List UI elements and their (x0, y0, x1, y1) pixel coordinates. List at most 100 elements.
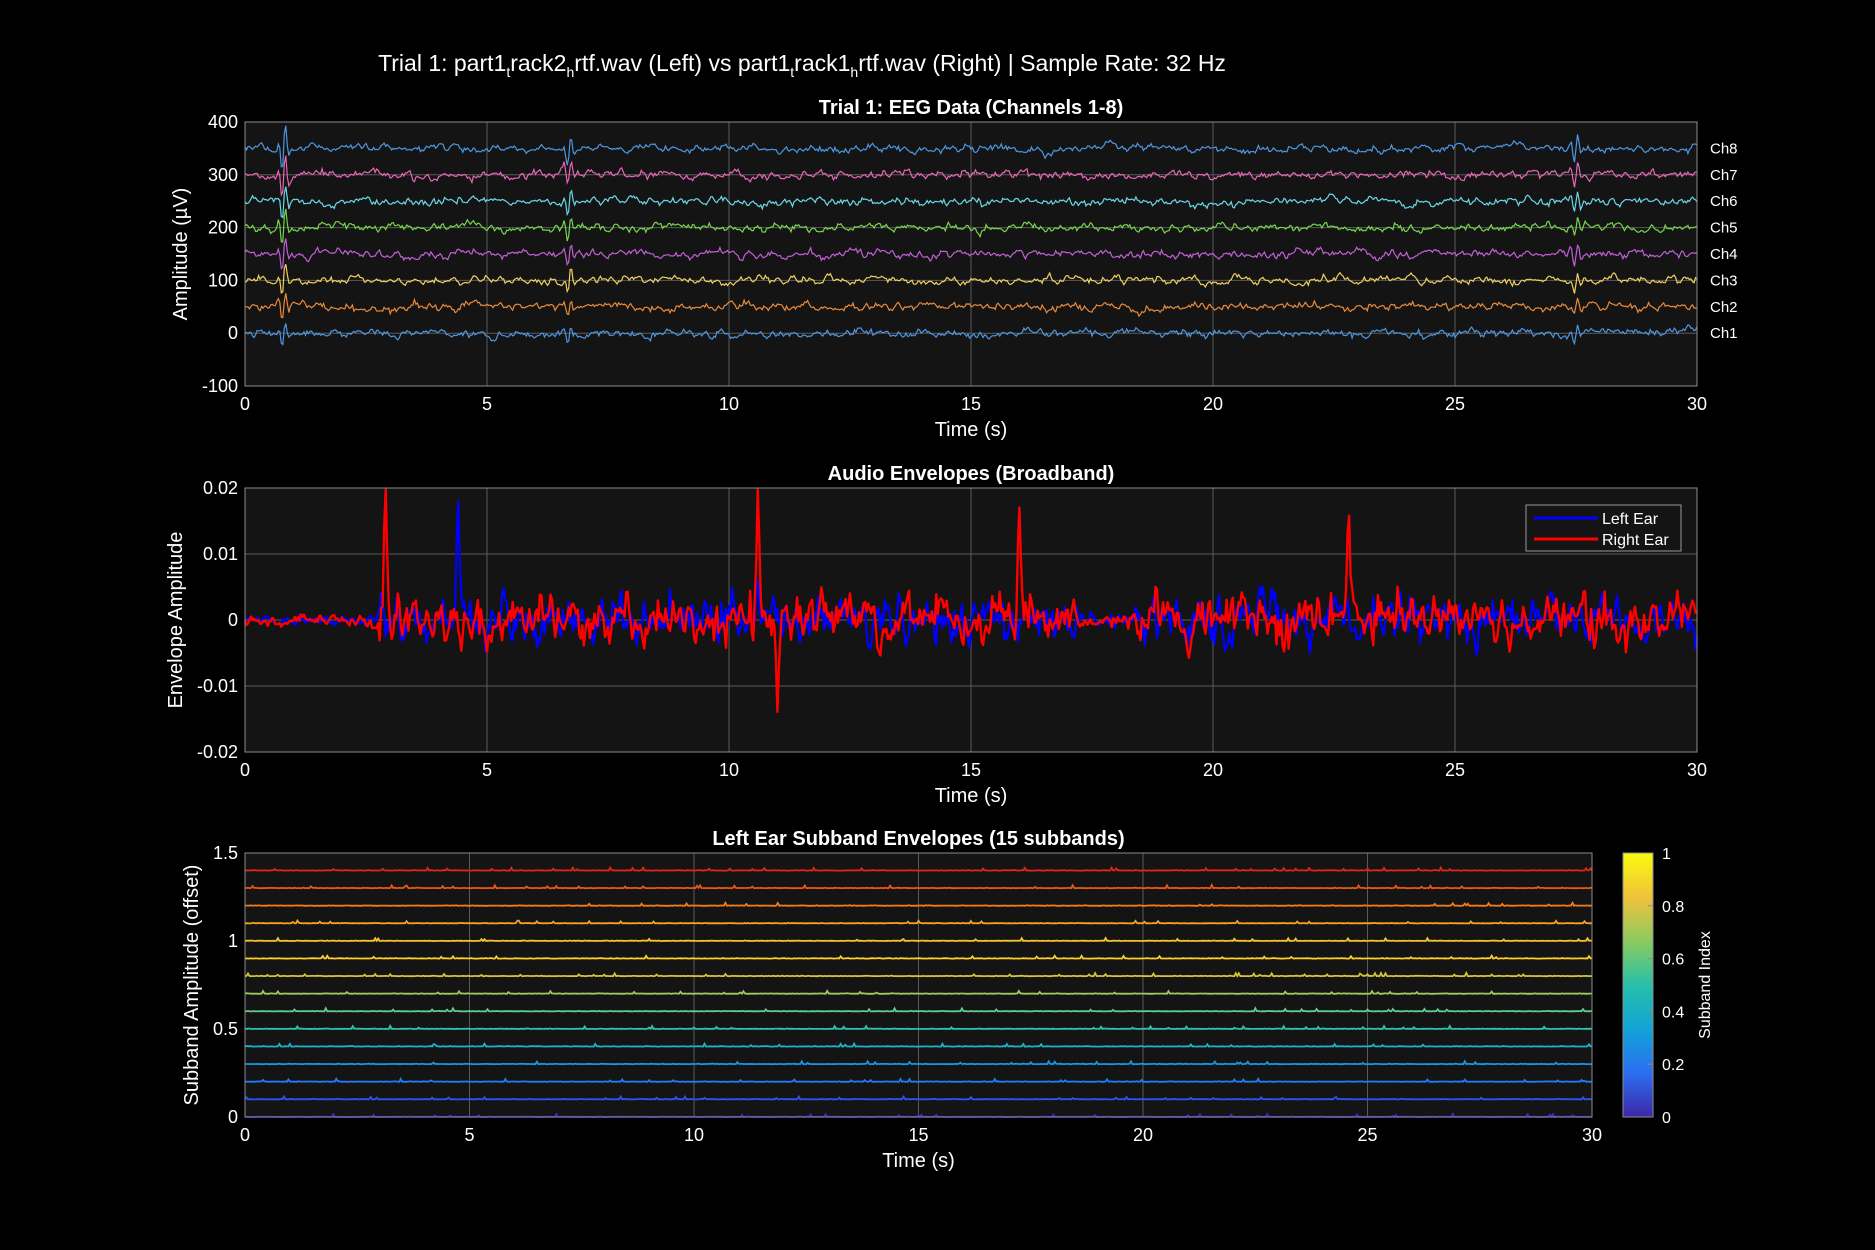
subband-series (244, 865, 1593, 1119)
legend-label-left-ear: Left Ear (1602, 511, 1659, 528)
audio-tick-labels: 0 5 10 15 20 25 30 -0.02 -0.01 0 0.01 0.02 (197, 478, 1707, 780)
y-tick-label: 0 (228, 610, 238, 630)
audio-title: Audio Envelopes (Broadband) (828, 463, 1115, 485)
x-tick-label: 5 (482, 760, 492, 780)
x-tick-label: 10 (719, 394, 739, 414)
audio-xlabel: Time (s) (935, 785, 1008, 807)
y-tick-label: 0.01 (203, 544, 238, 564)
subband-trace-10 (244, 954, 1593, 960)
y-tick-label: -0.01 (197, 676, 238, 696)
x-tick-label: 30 (1687, 394, 1707, 414)
x-tick-label: 30 (1582, 1125, 1602, 1145)
colorbar-tick-label: 0.6 (1662, 952, 1684, 969)
colorbar-tick-label: 0.4 (1662, 1004, 1684, 1021)
colorbar-tick-labels: 0 0.2 0.4 0.6 0.8 1 (1648, 846, 1684, 1127)
subband-trace-11 (244, 936, 1593, 943)
eeg-trace-ch2 (244, 293, 1698, 319)
y-tick-label: 0 (228, 323, 238, 343)
y-tick-label: -100 (202, 376, 238, 396)
legend-label-right-ear: Right Ear (1602, 532, 1669, 549)
subband-trace-9 (244, 970, 1593, 979)
subband-trace-8 (244, 989, 1593, 996)
figure-suptitle: Trial 1: part1track2hrtf.wav (Left) vs p… (378, 50, 1226, 80)
subband-trace-6 (244, 1023, 1593, 1031)
x-tick-label: 25 (1445, 394, 1465, 414)
eeg-trace-ch4 (244, 238, 1698, 270)
x-tick-label: 15 (961, 760, 981, 780)
x-tick-label: 20 (1203, 760, 1223, 780)
x-tick-label: 5 (482, 394, 492, 414)
x-tick-label: 10 (684, 1125, 704, 1145)
eeg-trace-ch7 (244, 155, 1697, 197)
y-tick-label: 100 (208, 270, 238, 290)
subband-ylabel: Subband Amplitude (offset) (181, 865, 203, 1106)
eeg-axes-frame (244, 121, 1698, 387)
subband-trace-14 (244, 882, 1593, 890)
subband-panel: 0 5 10 15 20 25 30 0 0.5 1 1.5 Left Ear Subband En… (181, 828, 1714, 1172)
eeg-trace-ch3 (244, 264, 1698, 295)
y-tick-label: 0.5 (213, 1019, 238, 1039)
x-tick-label: 20 (1203, 394, 1223, 414)
subband-axes-frame (244, 852, 1593, 1118)
eeg-channels (244, 125, 1698, 346)
subband-trace-12 (244, 918, 1593, 925)
x-tick-label: 0 (240, 760, 250, 780)
x-tick-label: 25 (1357, 1125, 1377, 1145)
channel-label-ch3: Ch3 (1710, 272, 1738, 289)
channel-label-ch8: Ch8 (1710, 140, 1738, 157)
channel-label-ch5: Ch5 (1710, 220, 1738, 237)
subband-title: Left Ear Subband Envelopes (15 subbands) (712, 828, 1124, 850)
eeg-ylabel: Amplitude (µV) (170, 188, 192, 321)
audio-grid (245, 488, 1697, 752)
subband-trace-5 (244, 1041, 1593, 1048)
eeg-trace-ch5 (244, 208, 1698, 243)
x-tick-label: 15 (961, 394, 981, 414)
audio-panel: 0 5 10 15 20 25 30 -0.02 -0.01 0 0.01 0.02 Audio En… (165, 463, 1707, 807)
channel-label-ch4: Ch4 (1710, 246, 1738, 263)
channel-label-ch6: Ch6 (1710, 193, 1738, 210)
colorbar-tick-label: 1 (1662, 846, 1671, 863)
x-tick-label: 0 (240, 394, 250, 414)
channel-label-ch1: Ch1 (1710, 325, 1738, 342)
colorbar: 0 0.2 0.4 0.6 0.8 1 Subband Index (1622, 846, 1714, 1127)
colorbar-tick-label: 0 (1662, 1110, 1671, 1127)
y-tick-label: 1 (228, 931, 238, 951)
x-tick-label: 20 (1133, 1125, 1153, 1145)
x-tick-label: 5 (464, 1125, 474, 1145)
eeg-xlabel: Time (s) (935, 419, 1008, 441)
subband-trace-7 (244, 1006, 1593, 1013)
subband-trace-4 (245, 1059, 1592, 1066)
y-tick-label: 300 (208, 165, 238, 185)
legend-box (1525, 504, 1682, 552)
colorbar-gradient (1622, 852, 1654, 1118)
y-tick-label: 0 (228, 1107, 238, 1127)
y-tick-label: 0.02 (203, 478, 238, 498)
x-tick-label: 30 (1687, 760, 1707, 780)
channel-label-ch7: Ch7 (1710, 167, 1738, 184)
subband-tick-labels: 0 5 10 15 20 25 30 0 0.5 1 1.5 (213, 843, 1602, 1145)
eeg-channel-labels: Ch1 Ch2 Ch3 Ch4 Ch5 Ch6 Ch7 Ch8 (1710, 140, 1738, 342)
subband-trace-15 (244, 865, 1593, 872)
eeg-trace-ch8 (244, 125, 1698, 168)
x-tick-label: 25 (1445, 760, 1465, 780)
x-tick-label: 10 (719, 760, 739, 780)
channel-label-ch2: Ch2 (1710, 299, 1738, 316)
eeg-title: Trial 1: EEG Data (Channels 1-8) (819, 97, 1124, 119)
y-tick-label: -0.02 (197, 742, 238, 762)
audio-series-right-ear (243, 488, 1698, 714)
y-tick-label: 400 (208, 112, 238, 132)
subband-xlabel: Time (s) (882, 1150, 955, 1172)
audio-legend: Left Ear Right Ear (1525, 504, 1682, 552)
y-tick-label: 1.5 (213, 843, 238, 863)
subband-trace-3 (245, 1076, 1593, 1083)
colorbar-tick-label: 0.8 (1662, 899, 1684, 916)
colorbar-tick-label: 0.2 (1662, 1057, 1684, 1074)
x-tick-label: 15 (908, 1125, 928, 1145)
colorbar-label: Subband Index (1697, 931, 1714, 1039)
eeg-trace-ch6 (244, 186, 1698, 219)
y-tick-label: 200 (208, 218, 238, 238)
audio-series (243, 488, 1699, 714)
